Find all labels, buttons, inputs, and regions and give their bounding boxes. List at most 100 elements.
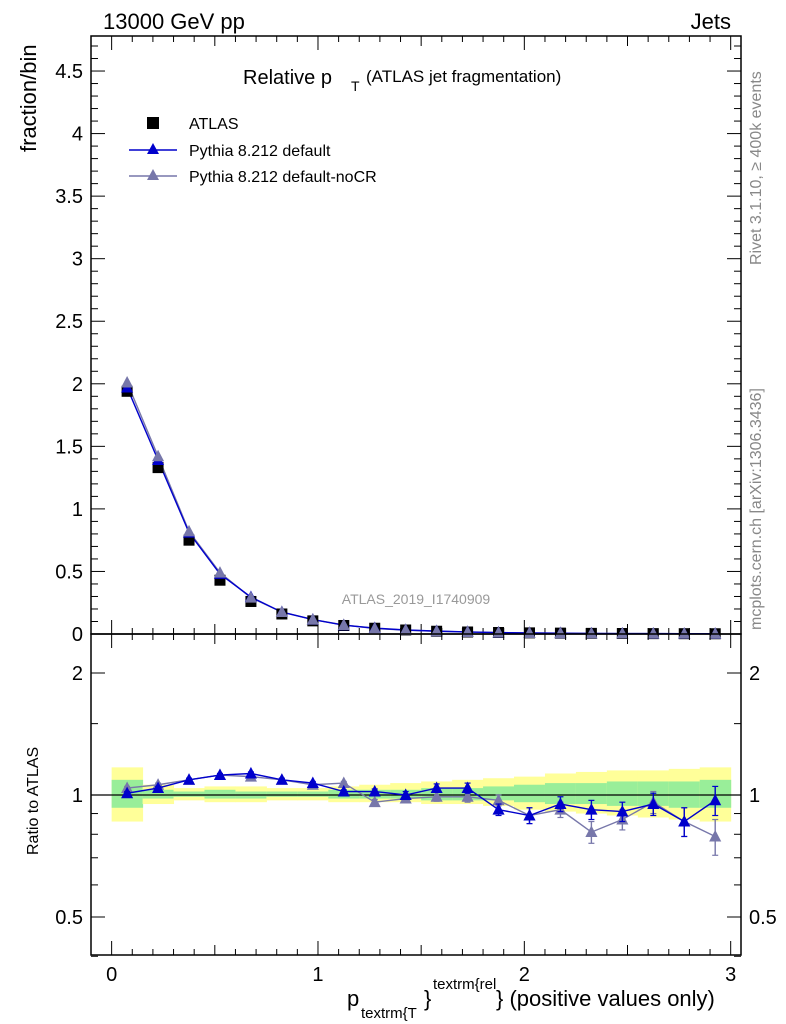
xlabel-sup: textrm{rel [433, 976, 496, 993]
ratio-point [461, 781, 474, 794]
main-point-mc [213, 566, 227, 578]
main-ytick-label: 0 [72, 624, 83, 646]
ratio-band-green [266, 791, 298, 797]
ratio-point [430, 781, 443, 794]
header-left: 13000 GeV pp [103, 9, 245, 34]
ratio-point [461, 790, 474, 802]
ratio-band-green [297, 791, 329, 797]
ratio-ytick-label-right: 0.5 [749, 907, 777, 929]
ratio-ytick-label: 2 [72, 663, 83, 685]
ratio-band-green [483, 786, 515, 801]
legend-label-atlas: ATLAS [189, 116, 239, 133]
main-axis-ticks: 0 0.5 1 1.5 2 2.5 3 3.5 4 4.5 [55, 36, 741, 646]
ratio-point [585, 803, 598, 815]
main-point-mc [585, 626, 598, 639]
ratio-point [585, 825, 598, 838]
ratio-point [275, 773, 288, 785]
main-ytick-label: 0.5 [55, 561, 83, 583]
main-point-mc [275, 605, 288, 618]
ratio-point [492, 793, 505, 806]
legend-marker-default [147, 143, 159, 154]
xlabel-rest: } (positive values only) [496, 986, 715, 1011]
ratio-point [368, 795, 381, 808]
ratio-point [182, 773, 196, 785]
ratio-point [647, 797, 660, 809]
main-ytick-label: 3 [72, 249, 83, 271]
ratio-xtick-label: 1 [312, 964, 323, 986]
ratio-ytick-label-right: 1 [749, 785, 760, 807]
main-point-mc [244, 591, 257, 603]
ratio-ytick-label-right: 2 [749, 663, 760, 685]
main-point-atlas [214, 574, 226, 586]
ratio-axis-ticks: 0.5 0.5 1 1 2 2 0 1 2 3 [55, 634, 777, 986]
ratio-band-green [142, 789, 175, 799]
ratio-point [213, 768, 227, 781]
title-sub: T [351, 78, 360, 94]
ratio-point [430, 790, 443, 802]
ratio-band-green [514, 784, 546, 803]
main-point-mc [368, 621, 381, 634]
main-point-mc [554, 626, 567, 639]
ratio-xtick-label: 0 [106, 964, 117, 986]
main-ylabel: fraction/bin [16, 44, 41, 152]
main-point-mc [182, 524, 196, 537]
side-label-upper: Rivet 3.1.10, ≥ 400k events [748, 71, 765, 265]
svg-text:Relative p: Relative p [243, 67, 332, 89]
header-right: Jets [691, 9, 731, 34]
ratio-point [678, 814, 691, 827]
main-point-mc [647, 627, 660, 639]
ratio-point [709, 793, 722, 806]
main-ytick-label: 3.5 [55, 186, 83, 208]
xlabel-sub: textrm{T [361, 1005, 417, 1022]
main-point-mc [121, 375, 134, 388]
legend: ATLAS Pythia 8.212 default Pythia 8.212 … [129, 116, 377, 186]
ratio-ytick-label: 1 [72, 785, 83, 807]
legend-marker-atlas [147, 117, 159, 129]
ratio-band-green [544, 783, 577, 805]
ratio-panel: 0.5 0.5 1 1 2 2 0 1 2 3 Ratio to ATLAS p textrm{T… [25, 633, 777, 1022]
legend-marker-nocr [147, 169, 159, 180]
legend-label-nocr: Pythia 8.212 default-noCR [189, 169, 377, 186]
title-main: Relative p [243, 67, 332, 89]
main-ytick-label: 2.5 [55, 311, 83, 333]
ratio-point [306, 776, 319, 789]
ratio-series-line [126, 772, 716, 823]
xlabel-brace: } [424, 986, 431, 1011]
ratio-point [337, 776, 350, 789]
ratio-xtick-label: 3 [725, 964, 736, 986]
main-point-mc [709, 627, 722, 639]
plot-title: Relative p T (ATLAS jet fragmentation) [243, 67, 561, 94]
main-ytick-label: 1 [72, 499, 83, 521]
main-point-mc [523, 626, 536, 638]
main-point-atlas [183, 534, 195, 546]
ratio-xlabel: p textrm{T } textrm{rel } (positive valu… [347, 976, 715, 1022]
main-ytick-label: 1.5 [55, 436, 83, 458]
main-point-mc [399, 623, 412, 636]
ratio-point [616, 804, 629, 817]
main-ytick-label: 4 [72, 124, 83, 146]
ratio-plot-frame [90, 633, 742, 956]
ratio-point [121, 786, 134, 799]
main-point-atlas [152, 462, 164, 474]
ratio-point [152, 781, 165, 794]
main-ytick-label: 2 [72, 374, 83, 396]
ratio-band-green [173, 791, 205, 797]
main-point-mc [337, 618, 350, 630]
main-ytick-label: 4.5 [55, 61, 83, 83]
main-point-mc [616, 626, 629, 639]
title-rest: (ATLAS jet fragmentation) [366, 67, 561, 86]
main-point-mc [678, 627, 691, 639]
side-label-lower: mcplots.cern.ch [arXiv:1306.3436] [748, 388, 765, 630]
ratio-xtick-label: 2 [519, 964, 530, 986]
analysis-id: ATLAS_2019_I1740909 [342, 591, 491, 607]
ratio-ytick-label: 0.5 [55, 907, 83, 929]
legend-label-default: Pythia 8.212 default [189, 143, 331, 160]
ratio-series [121, 766, 722, 856]
main-point-mc [306, 613, 319, 625]
ratio-point [523, 808, 536, 821]
ratio-point [244, 766, 257, 779]
ratio-point [368, 784, 381, 797]
ratio-point [399, 788, 412, 800]
ratio-band-green [575, 783, 608, 805]
